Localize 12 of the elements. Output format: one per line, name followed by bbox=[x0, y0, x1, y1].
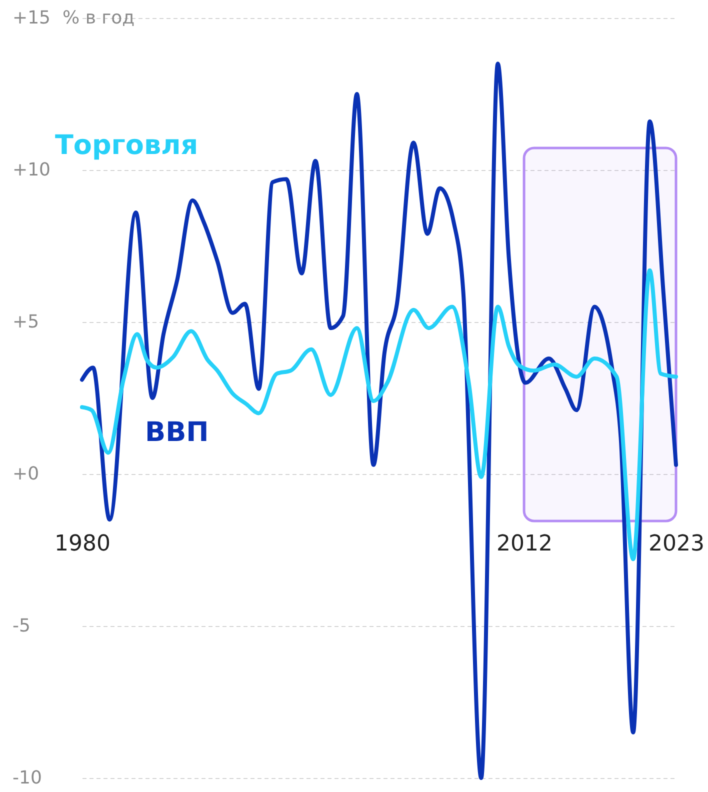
y-axis-title: % в год bbox=[62, 8, 135, 28]
y-tick-label: -5 bbox=[12, 616, 30, 636]
x-tick-label: 2012 bbox=[496, 532, 553, 556]
y-tick-label: -10 bbox=[12, 768, 42, 788]
x-tick-label: 2023 bbox=[648, 532, 704, 556]
y-tick-label: +15 bbox=[12, 8, 50, 28]
y-tick-label: +10 bbox=[12, 160, 50, 180]
text: Торговля bbox=[55, 130, 198, 161]
y-tick-label: +0 bbox=[12, 464, 40, 484]
x-tick-label: 1980 bbox=[54, 532, 110, 556]
series-label: ВВП bbox=[145, 417, 209, 448]
y-tick-label: +5 bbox=[12, 312, 40, 332]
